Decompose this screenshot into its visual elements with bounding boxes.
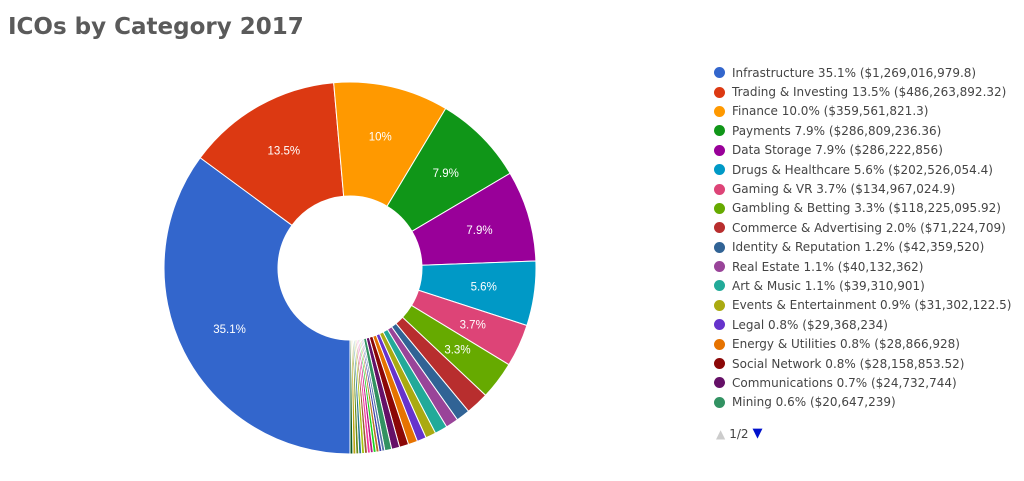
triangle-down-icon[interactable]: ▼ — [752, 426, 763, 441]
legend-item[interactable]: Legal 0.8% ($29,368,234) — [714, 315, 1019, 334]
slice-other-12[interactable] — [349, 339, 354, 455]
legend-label: Communications 0.7% ($24,732,744) — [732, 375, 957, 390]
slice-label: 13.5% — [268, 145, 301, 157]
legend-swatch — [714, 125, 725, 137]
triangle-up-icon[interactable]: ▲ — [716, 426, 726, 441]
slice-label: 7.9% — [433, 168, 459, 180]
legend-item[interactable]: Trading & Investing 13.5% ($486,263,892.… — [714, 82, 1019, 101]
legend-swatch — [714, 338, 725, 350]
legend-item[interactable]: Communications 0.7% ($24,732,744) — [714, 373, 1019, 392]
slice-label: 3.7% — [460, 319, 486, 331]
chart-title: ICOs by Category 2017 — [8, 14, 304, 40]
legend-pager: ▲ 1/2 ▼ — [716, 426, 763, 441]
slice-label: 7.9% — [466, 225, 492, 237]
legend-swatch — [714, 396, 725, 408]
legend-label: Data Storage 7.9% ($286,222,856) — [732, 143, 943, 158]
legend-item[interactable]: Drugs & Healthcare 5.6% ($202,526,054.4) — [714, 160, 1019, 179]
legend-swatch — [714, 105, 725, 117]
legend-swatch — [714, 86, 725, 98]
legend-swatch — [714, 261, 725, 273]
legend-item[interactable]: Data Storage 7.9% ($286,222,856) — [714, 141, 1019, 160]
slice-label: 35.1% — [213, 324, 246, 336]
legend-label: Infrastructure 35.1% ($1,269,016,979.8) — [732, 65, 977, 80]
legend-swatch — [714, 202, 725, 214]
legend-label: Gaming & VR 3.7% ($134,967,024.9) — [732, 182, 956, 197]
legend-item[interactable]: Finance 10.0% ($359,561,821.3) — [714, 102, 1019, 121]
slice-label: 3.3% — [444, 345, 470, 357]
legend-swatch — [714, 164, 725, 176]
legend-label: Real Estate 1.1% ($40,132,362) — [732, 259, 924, 274]
legend-swatch — [714, 67, 725, 79]
legend-label: Energy & Utilities 0.8% ($28,866,928) — [732, 337, 960, 352]
legend-label: Gambling & Betting 3.3% ($118,225,095.92… — [732, 201, 1001, 216]
legend-item[interactable]: Infrastructure 35.1% ($1,269,016,979.8) — [714, 63, 1019, 82]
legend-label: Legal 0.8% ($29,368,234) — [732, 317, 888, 332]
legend-item[interactable]: Gambling & Betting 3.3% ($118,225,095.92… — [714, 199, 1019, 218]
legend-swatch — [714, 358, 725, 370]
slice-trading-investing[interactable] — [199, 82, 345, 227]
legend-label: Finance 10.0% ($359,561,821.3) — [732, 104, 929, 119]
legend-label: Social Network 0.8% ($28,158,853.52) — [732, 356, 965, 371]
legend-label: Trading & Investing 13.5% ($486,263,892.… — [732, 85, 1007, 100]
legend-item[interactable]: Energy & Utilities 0.8% ($28,866,928) — [714, 334, 1019, 353]
legend-item[interactable]: Payments 7.9% ($286,809,236.36) — [714, 121, 1019, 140]
legend-swatch — [714, 144, 725, 156]
legend-label: Identity & Reputation 1.2% ($42,359,520) — [732, 240, 985, 255]
slice-infrastructure[interactable] — [163, 157, 351, 455]
legend-label: Mining 0.6% ($20,647,239) — [732, 395, 896, 410]
legend-swatch — [714, 183, 725, 195]
legend-swatch — [714, 377, 725, 389]
legend-label: Payments 7.9% ($286,809,236.36) — [732, 123, 942, 138]
legend-swatch — [714, 299, 725, 311]
legend-item[interactable]: Gaming & VR 3.7% ($134,967,024.9) — [714, 179, 1019, 198]
slice-label: 5.6% — [471, 282, 497, 294]
legend-item[interactable]: Real Estate 1.1% ($40,132,362) — [714, 257, 1019, 276]
legend: Infrastructure 35.1% ($1,269,016,979.8) T… — [714, 63, 1019, 412]
pager-text: 1/2 — [729, 426, 749, 441]
legend-label: Drugs & Healthcare 5.6% ($202,526,054.4) — [732, 162, 993, 177]
legend-item[interactable]: Events & Entertainment 0.9% ($31,302,122… — [714, 296, 1019, 315]
legend-swatch — [714, 241, 725, 253]
legend-label: Commerce & Advertising 2.0% ($71,224,709… — [732, 220, 1006, 235]
legend-label: Art & Music 1.1% ($39,310,901) — [732, 278, 925, 293]
legend-item[interactable]: Art & Music 1.1% ($39,310,901) — [714, 276, 1019, 295]
donut-chart: 35.1% 13.5% 10% 7.9% 7.9% 5.6% 3.7% 3.3% — [163, 81, 537, 455]
legend-label: Events & Entertainment 0.9% ($31,302,122… — [732, 298, 1012, 313]
legend-item[interactable]: Identity & Reputation 1.2% ($42,359,520) — [714, 238, 1019, 257]
legend-swatch — [714, 280, 725, 292]
legend-item[interactable]: Social Network 0.8% ($28,158,853.52) — [714, 354, 1019, 373]
legend-item[interactable]: Mining 0.6% ($20,647,239) — [714, 393, 1019, 412]
legend-item[interactable]: Commerce & Advertising 2.0% ($71,224,709… — [714, 218, 1019, 237]
slice-label: 10% — [369, 131, 392, 143]
legend-swatch — [714, 319, 725, 331]
legend-swatch — [714, 222, 725, 234]
